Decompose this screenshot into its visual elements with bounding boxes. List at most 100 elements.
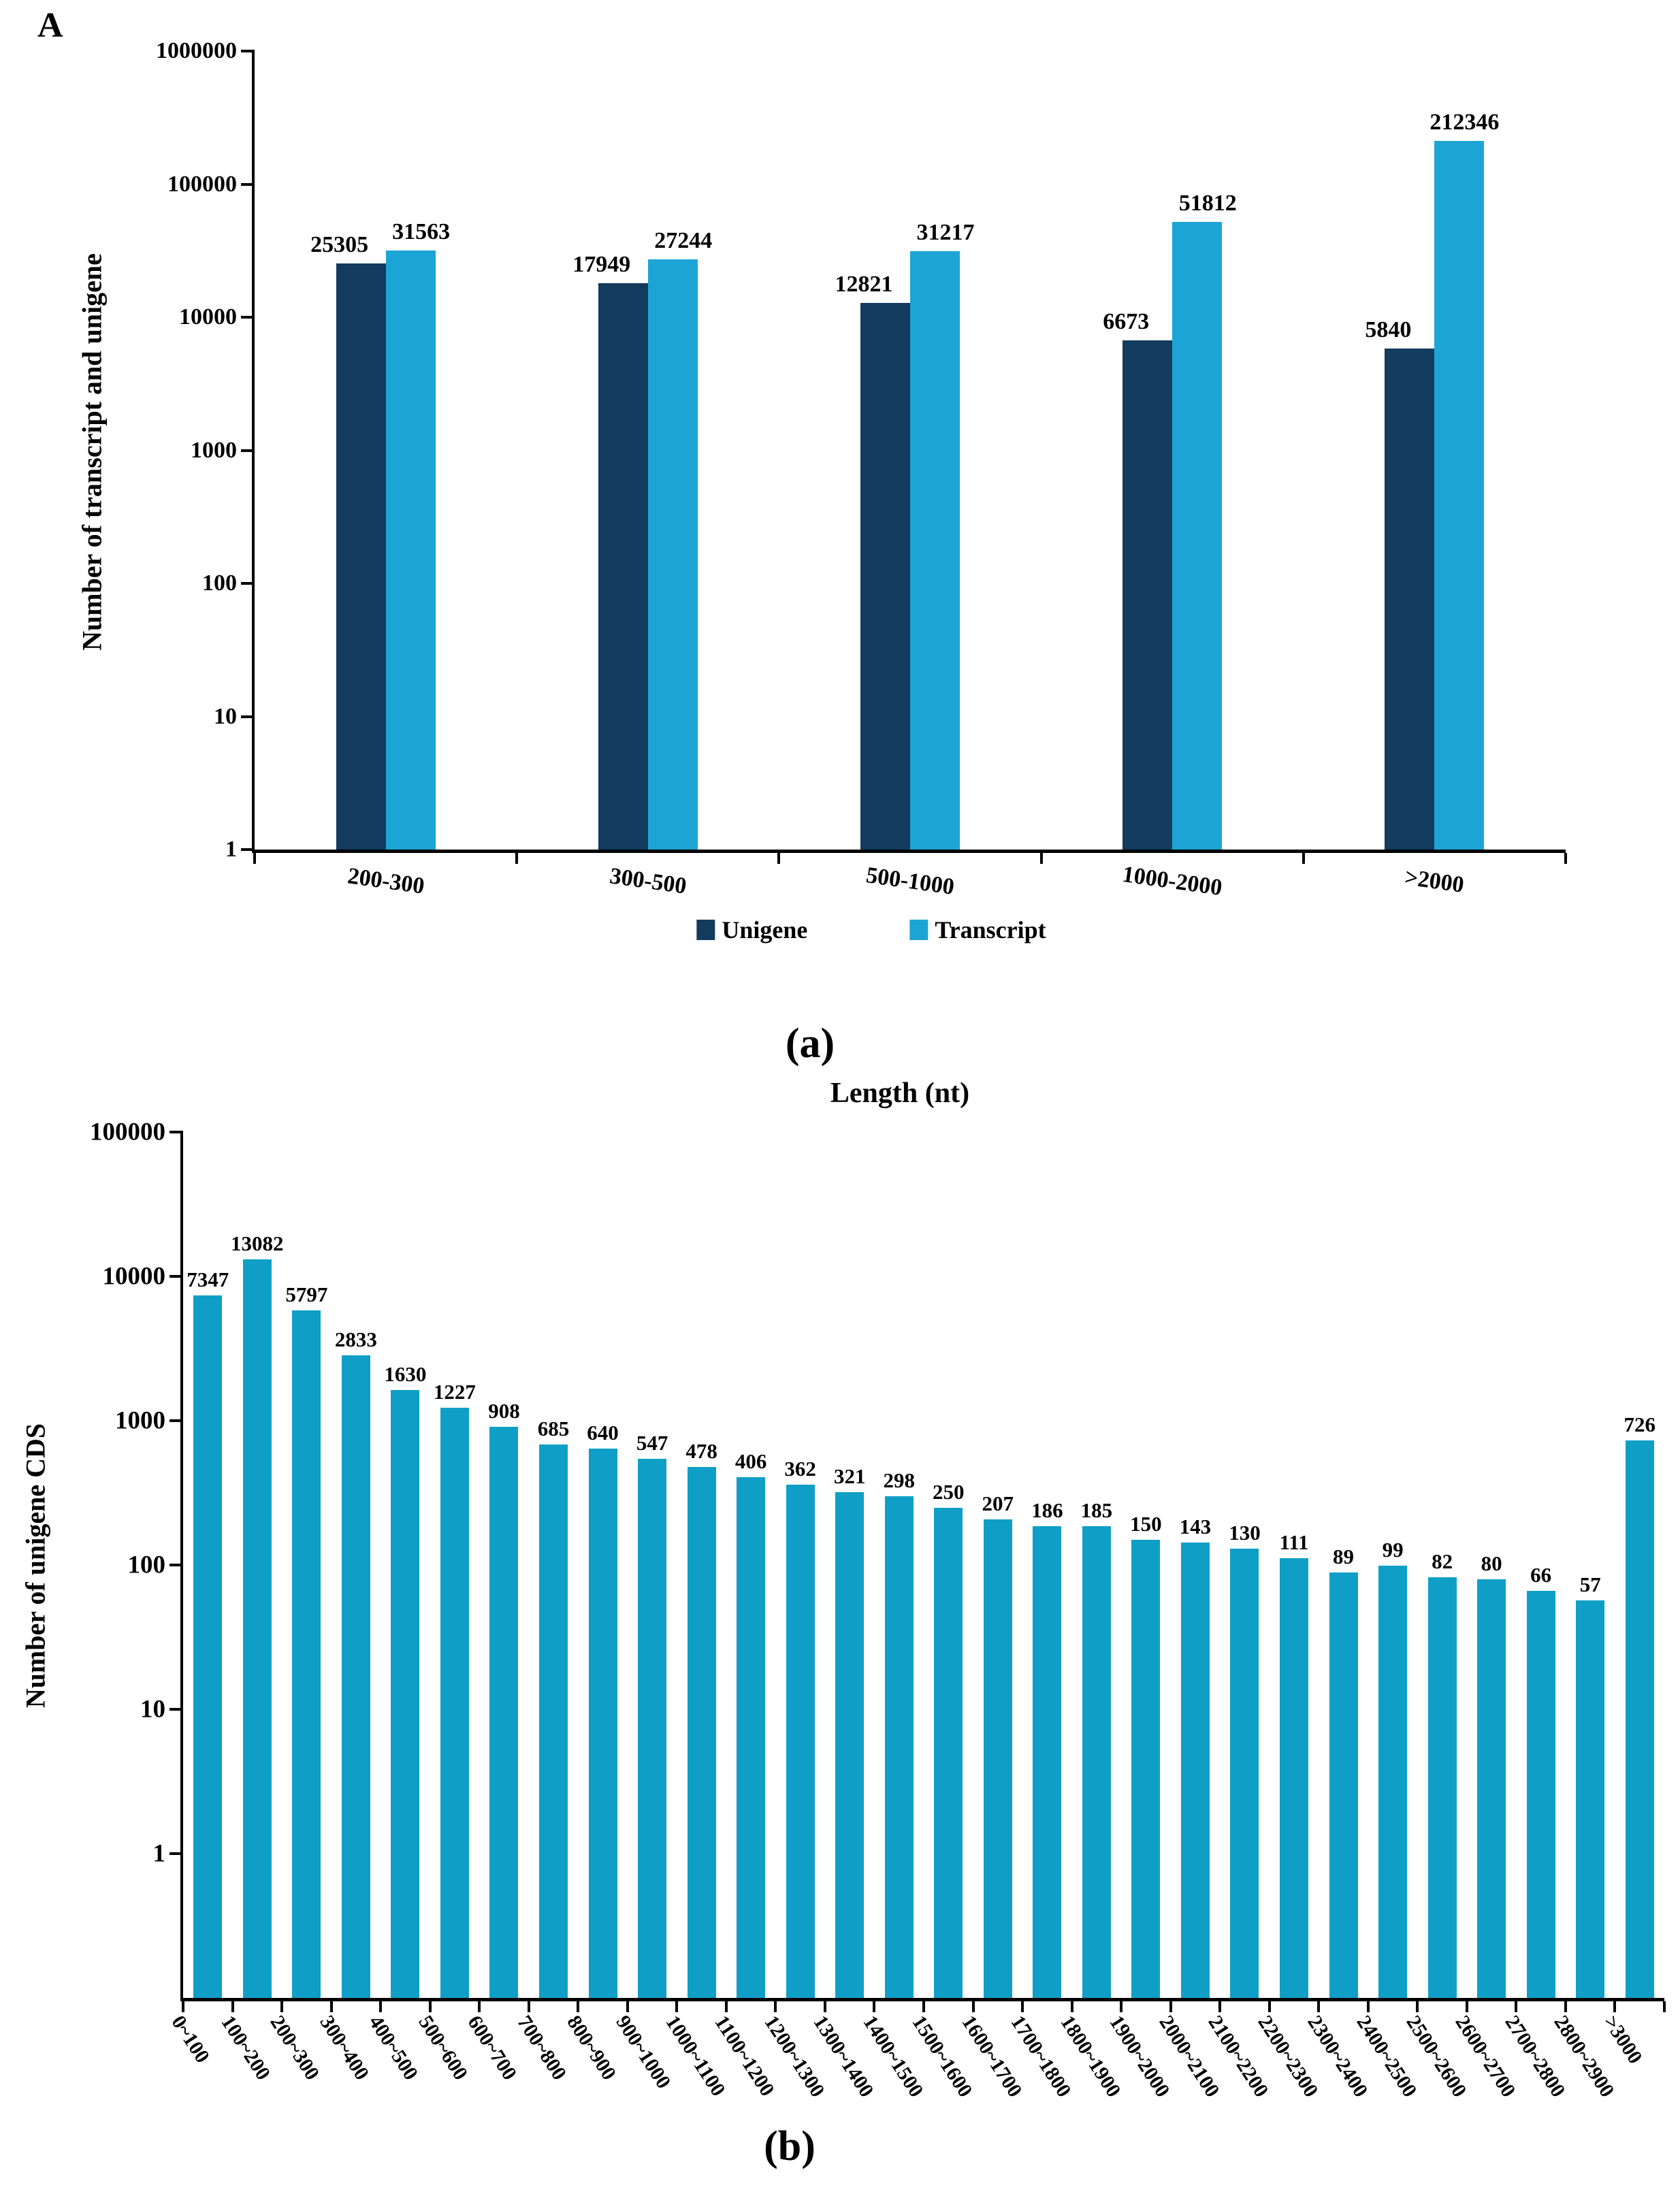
bar-value-label: 547 [636,1430,668,1455]
y-tick-label: 1 [152,1839,166,1868]
y-tick-label: 1000000 [156,38,237,63]
x-tick-label: 700~800 [513,2012,571,2084]
x-axis-tick [527,2001,530,2012]
x-axis-tick [1021,2001,1024,2012]
x-axis-tick [478,2001,481,2012]
bar-value-label: 478 [685,1438,717,1463]
bar-cds [1033,1526,1062,1998]
x-tick-label: >2000 [1403,865,1466,898]
transcript-swatch-icon [909,920,928,940]
y-axis-tick [241,182,255,186]
x-axis-tick [1267,2001,1271,2012]
x-axis-tick [1564,853,1567,864]
x-axis-tick [329,2001,333,2012]
bar-cds [1329,1572,1358,1998]
bar-value-label: 7347 [187,1268,229,1292]
bar-value-label: 685 [537,1416,570,1440]
x-tick-label: 200-300 [345,863,426,899]
y-tick-label: 10000 [102,1262,166,1291]
chart-a-plot-area: 1 10 100 1000 10000 100000 1000000 25305 31563 20… [156,38,1567,901]
bar-value-label: 1227 [433,1380,476,1404]
bar-value-label: 25305 [310,232,369,258]
chart-b-title: Length (nt) [830,1078,970,1109]
x-tick-label: 400~500 [364,2012,423,2084]
chart-b-plot-area: 1 10 100 1000 10000 100000 7347 0~100 13082 100~2… [90,1118,1666,2101]
bar-value-label: 27244 [654,227,713,253]
x-tick-label: 300-500 [608,863,688,899]
bar-value-label: 12821 [835,271,893,297]
x-tick-label: 800~900 [562,2012,621,2084]
bar-transcript [647,259,698,850]
chart-a-legend: Unigene Transcript [696,916,1046,944]
x-axis-tick [1218,2001,1222,2012]
bar-cds [786,1484,815,1998]
bar-value-label: 185 [1080,1498,1113,1523]
y-axis-tick [241,316,255,319]
bar-unigene [598,283,648,850]
bar-value-label: 321 [833,1464,866,1488]
x-tick-label: 500-1000 [864,862,956,900]
y-axis-tick [169,1852,183,1855]
x-axis-tick [515,853,519,864]
bar-cds [983,1519,1012,1998]
legend-item-unigene: Unigene [696,916,807,944]
x-axis-tick [823,2001,826,2012]
bar-transcript [1172,222,1223,850]
y-axis-tick [169,1131,183,1133]
bar-cds [341,1355,370,1998]
bar-cds [934,1507,963,1998]
y-tick-label: 100000 [90,1118,165,1146]
bar-value-label: 186 [1031,1498,1063,1522]
y-tick-label: 100 [202,570,237,596]
bar-value-label: 726 [1624,1413,1655,1437]
bar-value-label: 13082 [231,1231,284,1256]
y-tick-label: 10000 [179,304,237,329]
bar-value-label: 212346 [1429,109,1500,135]
x-tick-label: 500~600 [414,2012,472,2084]
x-tick-label: 0~100 [167,2012,214,2067]
x-tick-label: 600~700 [463,2012,521,2084]
bar-value-label: 99 [1382,1537,1404,1562]
y-tick-label: 1 [225,837,237,862]
bar-value-label: 298 [883,1468,915,1493]
x-tick-label: 200~300 [265,2012,324,2084]
x-tick-label: 100~200 [216,2012,275,2084]
bar-cds [1477,1579,1506,1998]
y-tick-label: 1000 [191,437,237,463]
x-axis-tick [1169,2001,1172,2012]
x-axis-tick [1120,2001,1123,2012]
bar-value-label: 111 [1279,1530,1309,1555]
bar-unigene [336,263,386,850]
y-axis-tick [169,1564,183,1566]
bar-cds [1427,1577,1457,1998]
x-axis-tick [1416,2001,1419,2012]
x-axis-tick [253,853,256,864]
bar-value-label: 1630 [384,1362,427,1387]
bar-cds [1082,1526,1111,1998]
bar-cds [1230,1548,1259,1998]
y-axis-tick [169,1419,183,1422]
bar-cds [1280,1558,1308,1998]
bar-value-label: 80 [1481,1551,1502,1575]
x-axis-tick [971,2001,975,2012]
x-axis-tick [577,2001,580,2012]
bar-cds [1526,1591,1555,1998]
bar-value-label: 2833 [334,1327,377,1352]
bar-transcript [385,251,436,850]
bar-value-label: 5797 [285,1282,328,1307]
x-axis-tick [1317,2001,1321,2012]
chart-b-y-axis-title: Number of unigene CDS [20,1423,51,1709]
bar-value-label: 89 [1333,1544,1355,1568]
bar-cds [292,1310,321,1998]
bar-value-label: 51812 [1178,191,1237,216]
bar-value-label: 130 [1229,1520,1261,1545]
bar-value-label: 143 [1179,1515,1212,1539]
x-axis-tick [1302,853,1305,864]
x-tick-label: 300~400 [315,2012,374,2084]
bar-value-label: 908 [488,1398,520,1423]
bar-value-label: 406 [734,1449,767,1473]
x-axis-tick [1515,2001,1518,2012]
bar-unigene [1385,348,1435,850]
x-tick-label: 1000-2000 [1120,861,1224,901]
